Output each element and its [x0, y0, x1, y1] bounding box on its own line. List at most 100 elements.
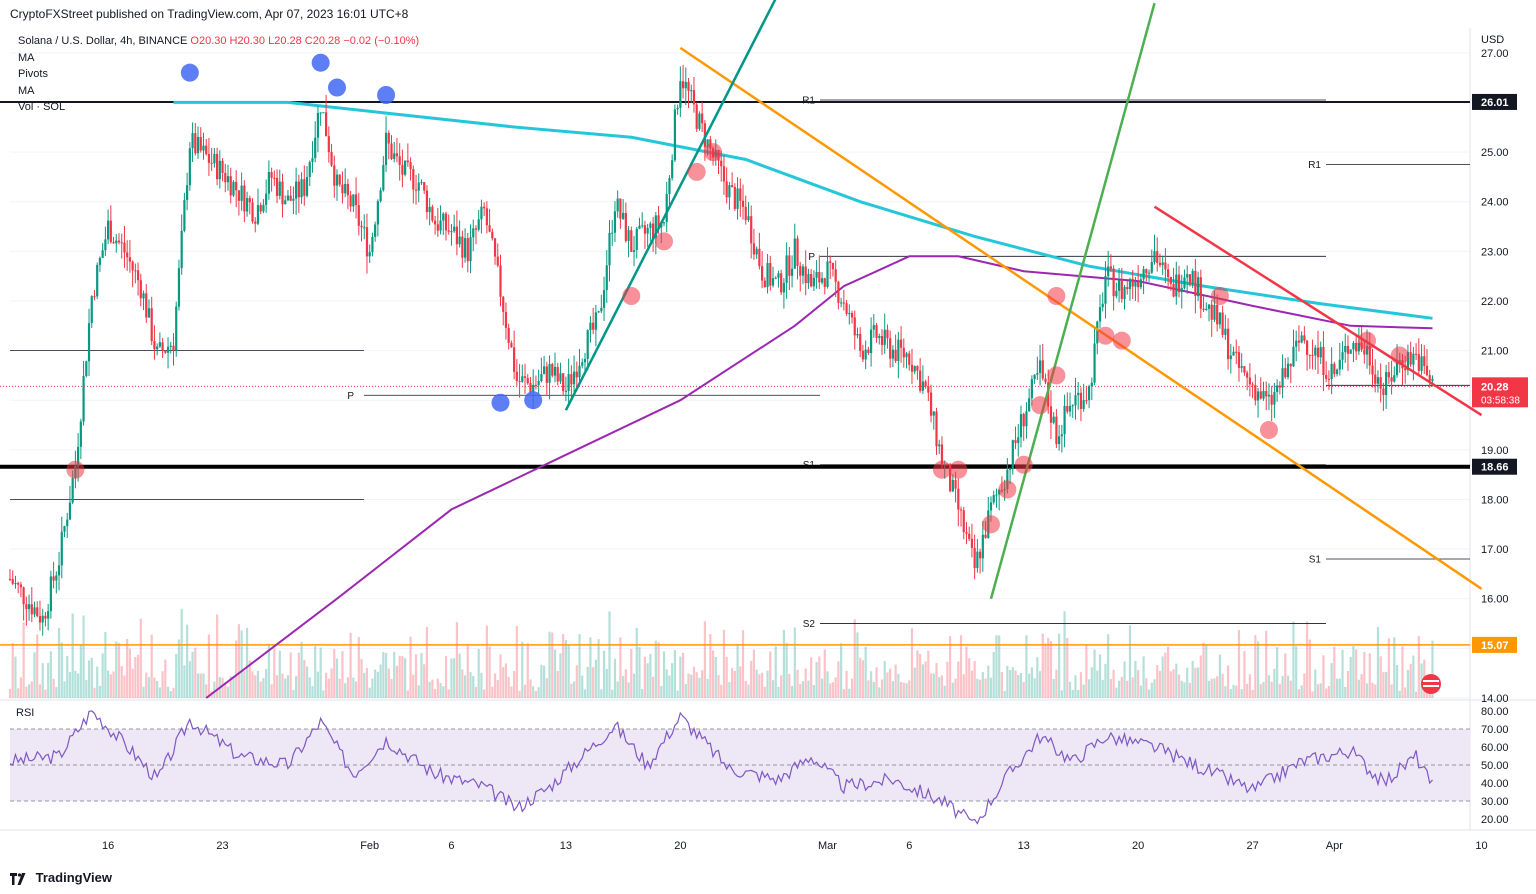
- candle-body: [859, 333, 862, 351]
- tradingview-footer[interactable]: TradingView: [0, 866, 1536, 894]
- volume-bar: [979, 679, 982, 698]
- candle-body: [319, 112, 322, 114]
- candle-body: [1093, 343, 1096, 383]
- candle-body: [575, 371, 578, 378]
- volume-bar: [36, 634, 39, 698]
- price-chart[interactable]: PR1PS1S2R1S1 RSI USD14.0015.0016.0017.00…: [0, 0, 1536, 866]
- volume-bar: [319, 647, 322, 698]
- volume-bar: [1177, 674, 1181, 698]
- candle-body: [232, 181, 235, 196]
- volume-bar: [1008, 670, 1012, 698]
- candle-body: [251, 202, 254, 222]
- candle-body: [804, 266, 807, 284]
- candle-body: [823, 278, 826, 287]
- volume-bar: [1049, 640, 1053, 698]
- candle-body: [188, 148, 191, 186]
- marker-red: [704, 143, 723, 162]
- volume-bar: [278, 650, 281, 698]
- volume-bar: [1142, 656, 1145, 698]
- candle-body: [965, 532, 968, 534]
- legend-indicator-ma-2[interactable]: MA: [18, 84, 35, 97]
- volume-bar: [747, 684, 750, 698]
- volume-bar: [1349, 656, 1352, 698]
- candle-body: [126, 252, 129, 258]
- candle-body: [613, 211, 617, 233]
- candle-body: [33, 607, 36, 615]
- volume-bar: [548, 631, 551, 698]
- candle-body: [483, 206, 486, 209]
- volume-bar: [1401, 646, 1404, 698]
- candle-body: [488, 225, 491, 232]
- volume-bar: [962, 674, 965, 698]
- trendline: [679, 46, 1483, 590]
- legend-indicator-pivots[interactable]: Pivots: [18, 68, 48, 80]
- volume-bar: [929, 673, 933, 698]
- volume-bar: [166, 686, 170, 698]
- time-tick-label: 23: [216, 840, 228, 852]
- candle-body: [845, 303, 848, 314]
- volume-bar: [894, 664, 897, 698]
- rsi-pane: RSI: [9, 707, 1470, 825]
- candle-body: [1265, 391, 1268, 397]
- candle-body: [870, 329, 873, 353]
- volume-bar: [859, 657, 862, 698]
- candle-body: [1177, 274, 1181, 293]
- marker-red: [1031, 396, 1050, 415]
- candle-body: [1374, 374, 1377, 384]
- candle-body: [1011, 440, 1014, 469]
- volume-bar: [305, 666, 309, 698]
- volume-bar: [1341, 649, 1344, 698]
- volume-bar: [1036, 657, 1039, 698]
- price-tick-label: 25.00: [1481, 147, 1509, 159]
- candle-body: [611, 232, 614, 234]
- price-label-box: [1472, 93, 1517, 110]
- candle-body: [134, 270, 137, 272]
- candle-body: [1390, 377, 1393, 382]
- candle-body: [1188, 274, 1192, 285]
- volume-bar: [641, 688, 644, 698]
- candle-body: [864, 349, 867, 360]
- candle-body: [284, 200, 287, 205]
- candle-body: [668, 178, 671, 195]
- volume-bar: [526, 643, 529, 698]
- volume-bar: [259, 681, 262, 698]
- legend-indicator-volume[interactable]: Vol · SOL: [18, 101, 66, 113]
- candle-body: [55, 575, 58, 581]
- candle-body: [1240, 366, 1243, 368]
- candle-body: [1104, 276, 1107, 304]
- candle-body: [1273, 391, 1276, 405]
- volume-bar: [428, 681, 431, 698]
- volume-bar: [436, 678, 439, 698]
- candle-body: [434, 220, 437, 225]
- volume-bar: [1028, 673, 1031, 698]
- legend-indicator-ma-1[interactable]: MA: [18, 51, 35, 64]
- candle-body: [455, 226, 458, 245]
- volume-bar: [281, 673, 284, 698]
- volume-bar: [1210, 678, 1213, 698]
- candle-body: [504, 311, 508, 328]
- candle-body: [1393, 375, 1396, 382]
- candle-body: [19, 584, 22, 588]
- candle-body: [1281, 368, 1284, 388]
- candle-body: [627, 230, 630, 241]
- candle-body: [755, 248, 758, 255]
- candle-body: [1134, 281, 1137, 287]
- candle-body: [761, 266, 764, 281]
- volume-bar: [592, 667, 595, 698]
- candle-body: [916, 365, 919, 371]
- candle-body: [1194, 270, 1197, 297]
- volume-bar: [216, 614, 219, 698]
- volume-bar: [622, 676, 625, 698]
- volume-bar: [1237, 630, 1241, 698]
- rsi-tick-label: 40.00: [1481, 778, 1509, 790]
- candle-body: [98, 257, 102, 265]
- volume-bar: [755, 669, 758, 698]
- marker-blue: [180, 63, 199, 82]
- candle-body: [338, 174, 341, 185]
- legend-symbol-row[interactable]: Solana / U.S. Dollar, 4h, BINANCE O20.30…: [18, 33, 419, 50]
- candle-body: [194, 133, 197, 154]
- volume-bar: [880, 679, 884, 698]
- price-label-text: 18.66: [1481, 462, 1509, 474]
- candle-body: [112, 242, 115, 244]
- marker-red: [1047, 287, 1066, 305]
